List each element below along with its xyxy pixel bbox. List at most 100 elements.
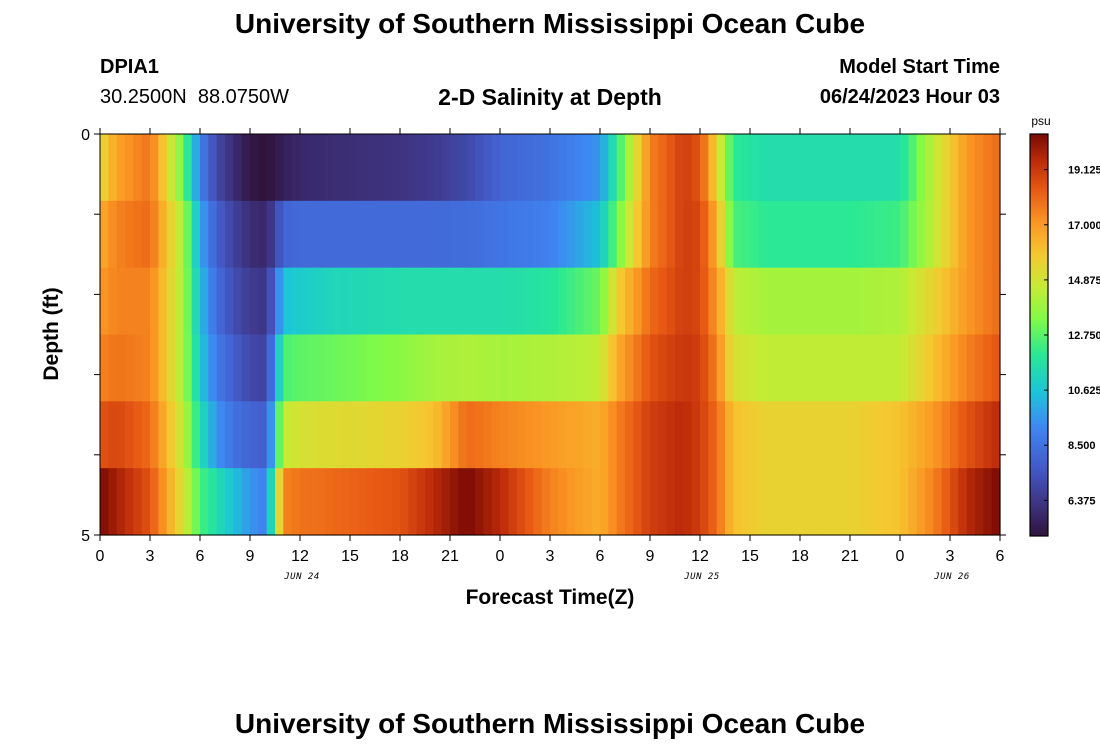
heatmap-cell <box>975 401 984 469</box>
heatmap-cell <box>875 267 884 336</box>
heatmap-cell <box>800 401 809 469</box>
heatmap-cell <box>383 401 393 469</box>
heatmap-cell <box>366 200 376 269</box>
heatmap-cell <box>875 200 884 269</box>
heatmap-cell <box>750 401 759 469</box>
heatmap-cell <box>916 200 926 269</box>
heatmap-cell <box>450 468 459 536</box>
heatmap-cell <box>475 468 484 536</box>
heatmap-cell <box>825 134 834 202</box>
heatmap-cell <box>716 267 726 336</box>
heatmap-cell <box>533 468 543 536</box>
heatmap-cell <box>358 267 368 336</box>
heatmap-cell <box>150 401 159 469</box>
heatmap-cell <box>391 267 401 336</box>
heatmap-cell <box>975 134 984 202</box>
heatmap-cell <box>900 468 909 536</box>
heatmap-cell <box>808 401 818 469</box>
heatmap-cell <box>825 267 834 336</box>
heatmap-cell <box>233 267 243 336</box>
heatmap-cell <box>433 334 443 402</box>
heatmap-cell <box>325 401 334 469</box>
heatmap-cell <box>508 468 518 536</box>
heatmap-cell <box>400 267 409 336</box>
date-label: JUN 24 <box>283 572 320 582</box>
heatmap-cell <box>141 200 151 269</box>
heatmap-cell <box>108 334 118 402</box>
heatmap-cell <box>566 401 576 469</box>
heatmap-cell <box>875 334 884 402</box>
heatmap-cell <box>858 401 868 469</box>
heatmap-cell <box>525 134 534 202</box>
heatmap-cell <box>166 334 176 402</box>
heatmap-cell <box>933 267 943 336</box>
heatmap-cell <box>558 334 568 402</box>
heatmap-cell <box>733 334 743 402</box>
heatmap-cell <box>525 267 534 336</box>
heatmap-cell <box>641 267 651 336</box>
heatmap-cell <box>691 401 701 469</box>
heatmap-cell <box>133 267 143 336</box>
heatmap-cell <box>683 200 693 269</box>
heatmap-cell <box>891 334 901 402</box>
heatmap-cell <box>933 134 943 202</box>
heatmap-cell <box>141 134 151 202</box>
heatmap-cell <box>408 468 418 536</box>
heatmap-cell <box>841 267 851 336</box>
heatmap-cell <box>575 134 584 202</box>
heatmap-cell <box>850 200 859 269</box>
heatmap-cell <box>816 200 826 269</box>
heatmap-cell <box>341 267 351 336</box>
model-start-value: 06/24/2023 Hour 03 <box>819 86 1000 108</box>
heatmap-cell <box>833 468 843 536</box>
heatmap-cell <box>183 200 193 269</box>
heatmap-cell <box>608 134 618 202</box>
heatmap-cell <box>425 200 434 269</box>
heatmap-cell <box>650 200 659 269</box>
y-tick-label: 5 <box>81 528 90 545</box>
heatmap-cell <box>308 468 318 536</box>
heatmap-cell <box>708 267 718 336</box>
heatmap-cell <box>100 334 109 402</box>
heatmap-cell <box>658 267 668 336</box>
heatmap-cell <box>541 134 551 202</box>
heatmap-cell <box>416 468 426 536</box>
heatmap-cell <box>808 200 818 269</box>
heatmap-cell <box>450 200 459 269</box>
footer-title: University of Southern Mississippi Ocean… <box>234 708 866 739</box>
heatmap-cell <box>525 200 534 269</box>
heatmap-cell <box>833 134 843 202</box>
heatmap-cell <box>900 134 909 202</box>
heatmap-cell <box>341 334 351 402</box>
heatmap-cell <box>583 200 593 269</box>
heatmap-cell <box>566 134 576 202</box>
heatmap-cell <box>991 200 1001 269</box>
heatmap-cell <box>500 334 509 402</box>
heatmap-cell <box>441 401 451 469</box>
heatmap-cell <box>950 134 959 202</box>
heatmap-cell <box>508 134 518 202</box>
heatmap-cell <box>550 334 559 402</box>
heatmap-cell <box>241 401 251 469</box>
heatmap-cell <box>275 334 284 402</box>
heatmap-cell <box>233 468 243 536</box>
heatmap-cell <box>216 134 226 202</box>
x-tick-label: 21 <box>441 548 459 565</box>
heatmap-cell <box>433 468 443 536</box>
heatmap-cell <box>525 468 534 536</box>
heatmap-cell <box>533 401 543 469</box>
heatmap-cell <box>183 134 193 202</box>
heatmap-cell <box>841 200 851 269</box>
heatmap-cell <box>125 267 134 336</box>
heatmap-cell <box>183 401 193 469</box>
heatmap-cell <box>658 134 668 202</box>
colorbar-tick-label: 8.500 <box>1068 440 1096 452</box>
heatmap-cell <box>300 200 309 269</box>
heatmap-cell <box>583 134 593 202</box>
heatmap-cell <box>541 200 551 269</box>
heatmap-cell <box>725 134 734 202</box>
heatmap-cell <box>366 401 376 469</box>
heatmap-cell <box>366 468 376 536</box>
heatmap-cell <box>225 334 234 402</box>
heatmap-cell <box>483 134 493 202</box>
